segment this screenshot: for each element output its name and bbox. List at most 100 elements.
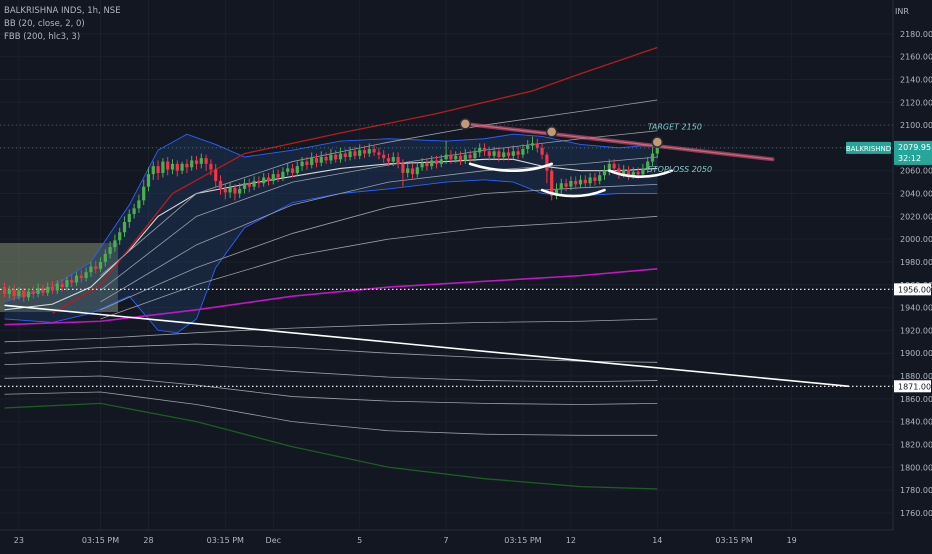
candle[interactable] bbox=[286, 163, 290, 176]
candle[interactable] bbox=[281, 167, 285, 181]
candle[interactable] bbox=[22, 288, 26, 302]
candle[interactable] bbox=[468, 150, 472, 163]
candle[interactable] bbox=[353, 146, 357, 160]
candle[interactable] bbox=[190, 155, 194, 171]
candle[interactable] bbox=[473, 147, 477, 162]
candle[interactable] bbox=[252, 176, 256, 191]
candle[interactable] bbox=[516, 146, 520, 160]
candle[interactable] bbox=[242, 178, 247, 194]
candle[interactable] bbox=[55, 280, 59, 294]
candle[interactable] bbox=[410, 163, 415, 179]
candle[interactable] bbox=[382, 150, 386, 163]
candle[interactable] bbox=[554, 183, 559, 200]
candle[interactable] bbox=[458, 151, 463, 165]
candle[interactable] bbox=[521, 144, 525, 159]
candle[interactable] bbox=[17, 287, 21, 300]
candle[interactable] bbox=[338, 147, 343, 163]
candle[interactable] bbox=[41, 284, 45, 297]
candle[interactable] bbox=[569, 176, 573, 191]
candle[interactable] bbox=[65, 276, 69, 291]
candle[interactable] bbox=[233, 184, 237, 201]
trendlines-layer[interactable] bbox=[4, 118, 850, 388]
price-axis[interactable]: 2180.002160.002140.002120.002100.002080.… bbox=[900, 30, 932, 518]
resistance-line[interactable] bbox=[465, 123, 773, 160]
candle[interactable] bbox=[290, 163, 295, 178]
candle[interactable] bbox=[305, 157, 309, 170]
candle[interactable] bbox=[617, 163, 621, 179]
candle[interactable] bbox=[146, 167, 151, 192]
candle[interactable] bbox=[506, 147, 511, 161]
candle[interactable] bbox=[415, 162, 419, 178]
candle[interactable] bbox=[650, 147, 655, 167]
candle[interactable] bbox=[583, 175, 587, 187]
candle[interactable] bbox=[386, 153, 391, 167]
candle[interactable] bbox=[348, 146, 352, 161]
candle[interactable] bbox=[487, 146, 491, 161]
candle[interactable] bbox=[70, 274, 74, 288]
candle[interactable] bbox=[334, 150, 338, 163]
candle[interactable] bbox=[170, 159, 175, 175]
candle[interactable] bbox=[74, 272, 79, 286]
candle[interactable] bbox=[204, 154, 208, 171]
time-axis[interactable]: 23 03:15 PM 28 03:15 PM Dec 5 7 03:15 PM 12 14 03:… bbox=[14, 536, 797, 545]
candle[interactable] bbox=[127, 209, 131, 228]
candle[interactable] bbox=[377, 147, 381, 160]
candle[interactable] bbox=[238, 183, 242, 199]
candle[interactable] bbox=[103, 249, 107, 267]
candle[interactable] bbox=[626, 166, 631, 180]
candle[interactable] bbox=[593, 172, 597, 186]
candle[interactable] bbox=[492, 146, 496, 160]
pattern-curve[interactable] bbox=[608, 169, 673, 178]
candle[interactable] bbox=[271, 169, 275, 185]
candle[interactable] bbox=[228, 182, 232, 199]
candle[interactable] bbox=[319, 151, 323, 167]
candle[interactable] bbox=[612, 159, 616, 173]
candle[interactable] bbox=[578, 175, 583, 188]
candle[interactable] bbox=[559, 178, 563, 194]
candle[interactable] bbox=[89, 261, 93, 277]
candle[interactable] bbox=[391, 152, 395, 167]
indicator-bb-label[interactable]: BB (20, close, 2, 0) bbox=[4, 19, 85, 29]
candle[interactable] bbox=[444, 141, 448, 164]
annotation-label[interactable]: STOPLOSS 2050 bbox=[648, 165, 712, 174]
candle[interactable] bbox=[266, 172, 271, 186]
candle[interactable] bbox=[449, 150, 453, 164]
candle[interactable] bbox=[166, 157, 170, 176]
candle[interactable] bbox=[118, 227, 122, 245]
candle[interactable] bbox=[535, 138, 539, 153]
candle[interactable] bbox=[151, 161, 155, 180]
candle[interactable] bbox=[79, 269, 83, 283]
candle[interactable] bbox=[185, 159, 189, 173]
candle[interactable] bbox=[12, 284, 16, 301]
candle[interactable] bbox=[175, 160, 179, 177]
candle[interactable] bbox=[646, 157, 650, 173]
candle[interactable] bbox=[358, 144, 362, 160]
candle[interactable] bbox=[257, 176, 261, 188]
candle[interactable] bbox=[434, 155, 439, 169]
candle[interactable] bbox=[98, 257, 103, 273]
candle[interactable] bbox=[372, 144, 376, 156]
touch-marker[interactable] bbox=[651, 136, 664, 148]
candle[interactable] bbox=[396, 152, 400, 169]
candle[interactable] bbox=[262, 172, 266, 187]
candle[interactable] bbox=[50, 281, 55, 294]
candles-layer[interactable] bbox=[2, 136, 659, 302]
candle[interactable] bbox=[430, 155, 434, 170]
candle[interactable] bbox=[214, 163, 218, 187]
candle[interactable] bbox=[526, 139, 530, 154]
candle[interactable] bbox=[401, 159, 405, 187]
candle[interactable] bbox=[46, 282, 50, 297]
candle[interactable] bbox=[142, 179, 146, 205]
candle[interactable] bbox=[425, 158, 429, 171]
candle[interactable] bbox=[588, 172, 592, 187]
indicator-fbb-label[interactable]: FBB (200, hlc3, 3) bbox=[4, 32, 81, 42]
candle[interactable] bbox=[132, 203, 136, 219]
pattern-curve[interactable] bbox=[468, 162, 553, 172]
candle[interactable] bbox=[295, 161, 299, 177]
candle[interactable] bbox=[607, 159, 611, 176]
pattern-curve[interactable] bbox=[540, 188, 606, 198]
candle[interactable] bbox=[463, 149, 467, 164]
candle[interactable] bbox=[641, 163, 645, 178]
touch-marker[interactable] bbox=[459, 118, 472, 130]
